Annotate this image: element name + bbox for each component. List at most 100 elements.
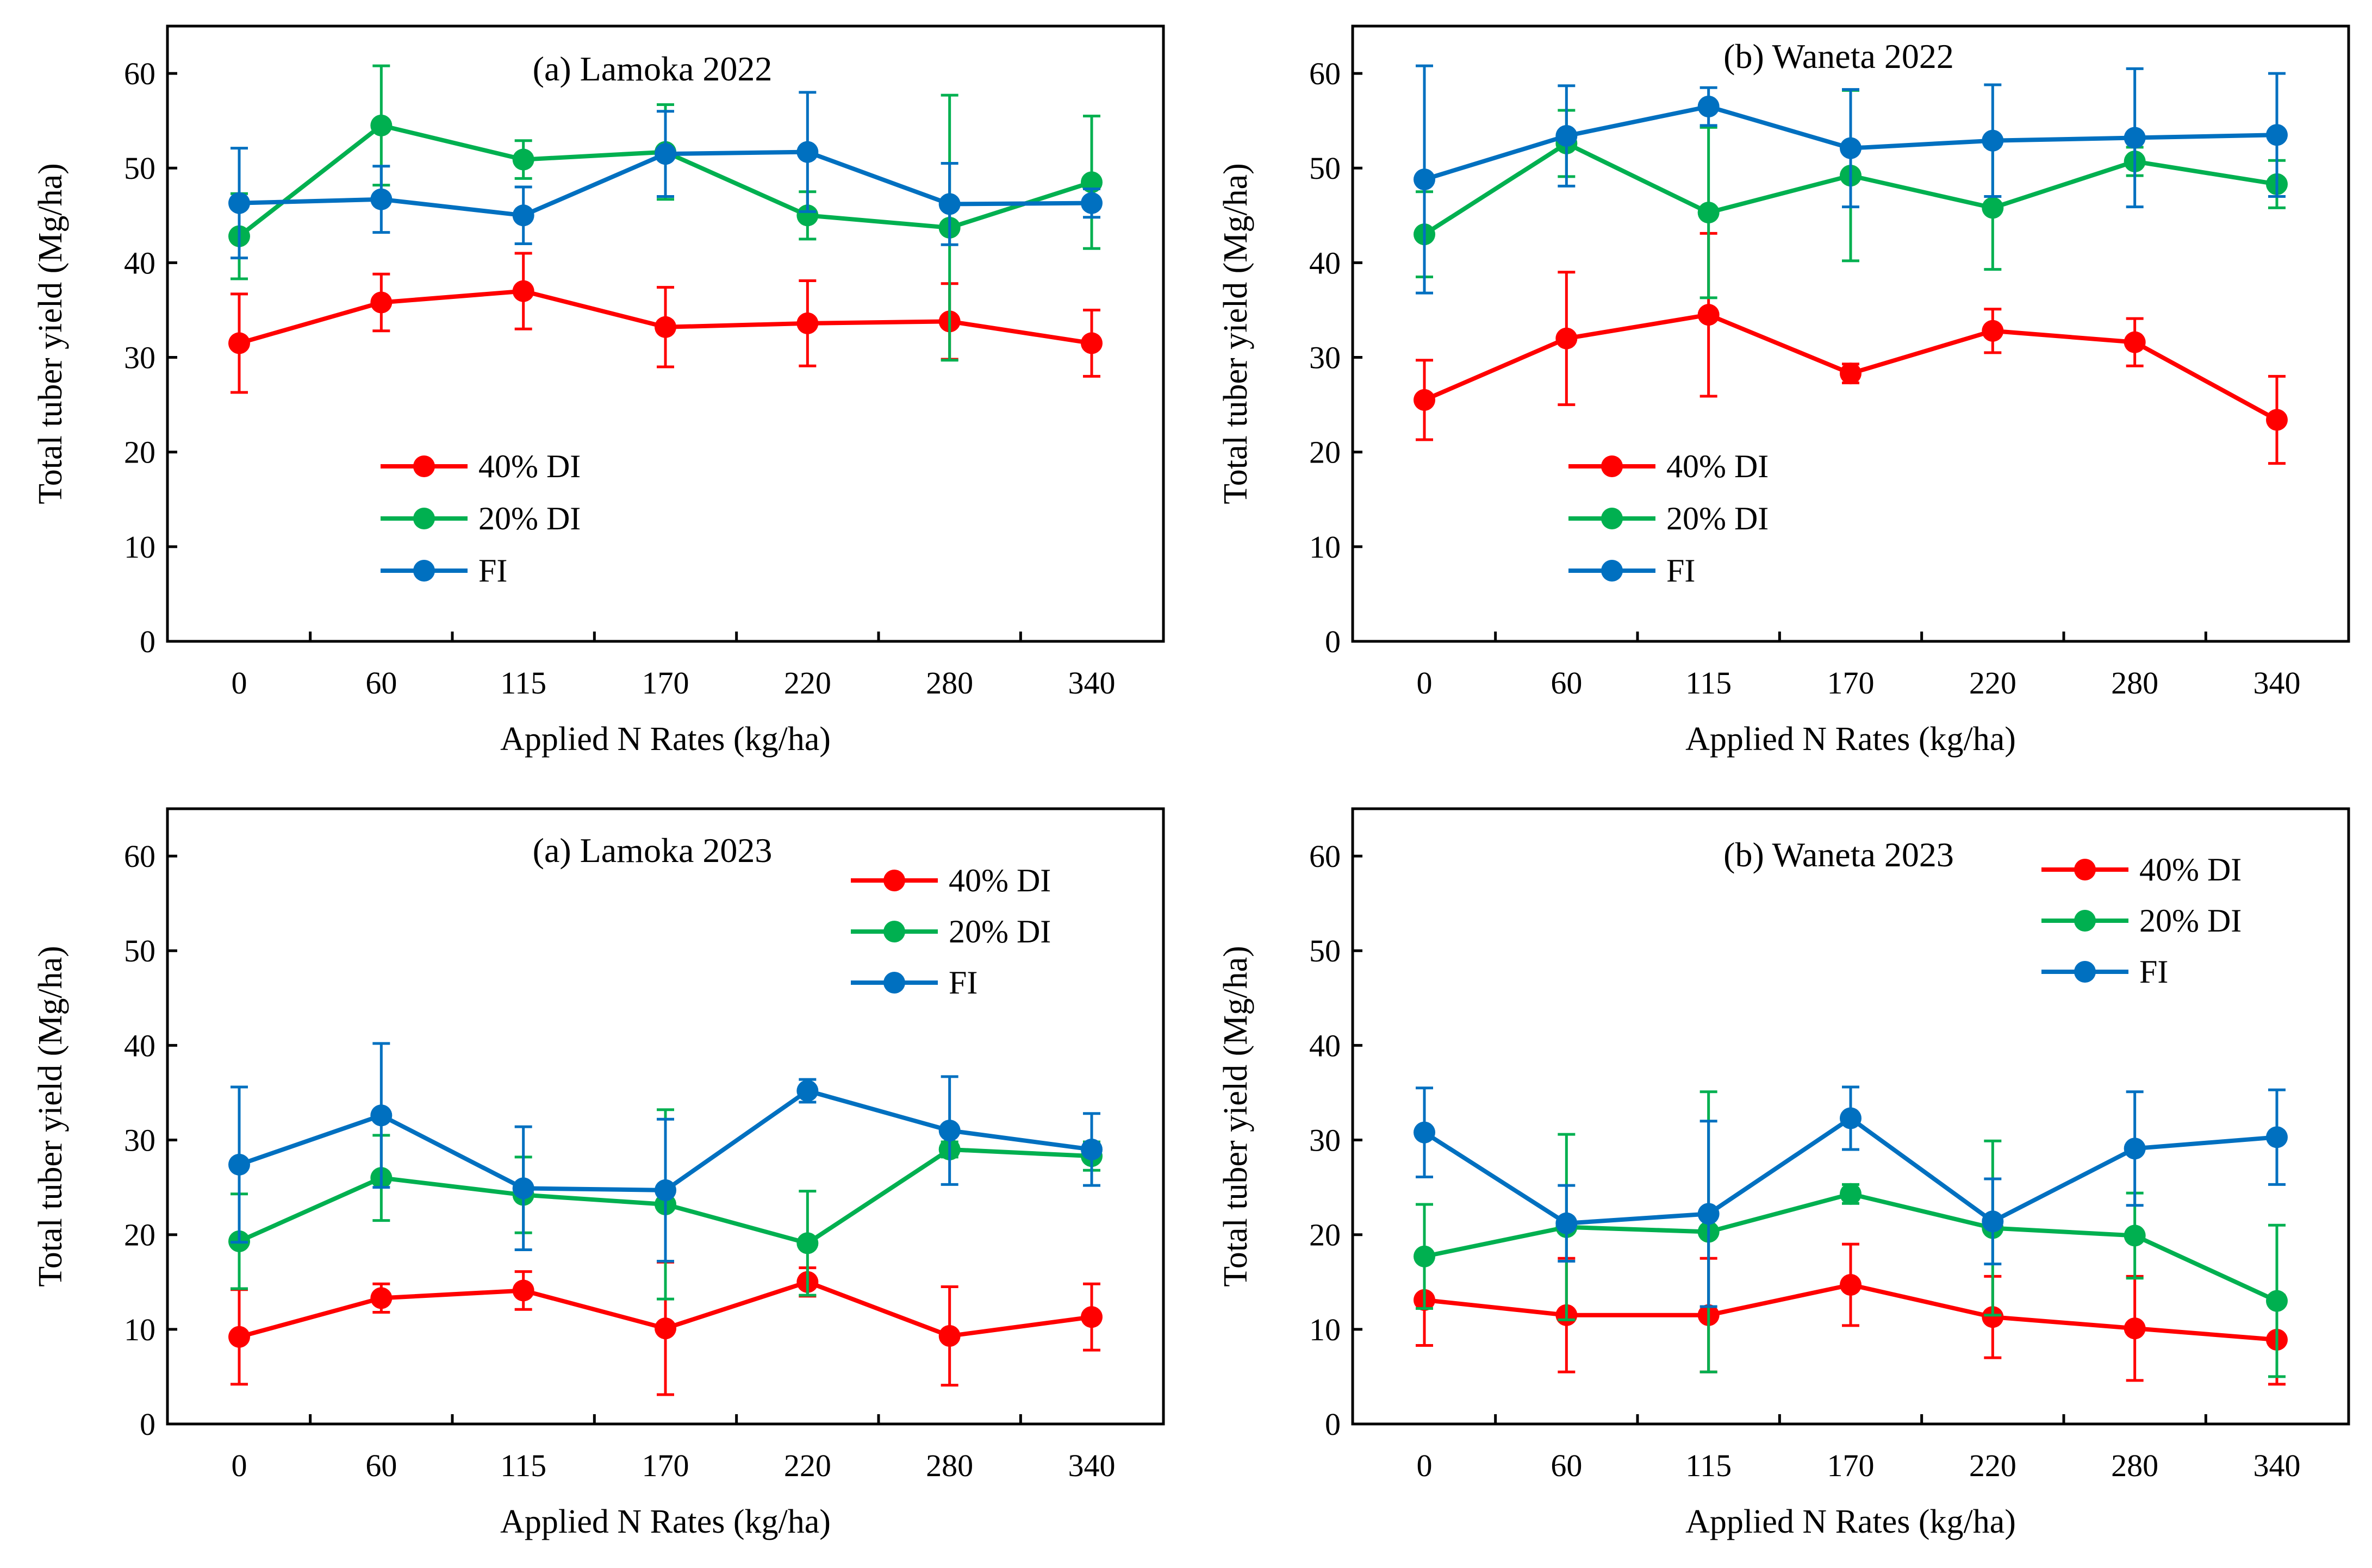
legend: 40% DI 20% DI FI xyxy=(851,863,1051,1001)
data-point xyxy=(2266,409,2288,431)
plot-frame xyxy=(1351,807,2350,1426)
data-point xyxy=(1982,129,2004,152)
data-point xyxy=(1840,1273,1862,1296)
chart-panel-4: 0 10 20 30 40 50 60 0 60 115 170 220 280 340 Applied N… xyxy=(1217,807,2350,1540)
data-point xyxy=(1414,389,1435,411)
legend-marker xyxy=(883,972,905,994)
legend-marker xyxy=(1601,560,1623,582)
x-tick-label: 170 xyxy=(1827,1448,1875,1483)
x-tick-label: 220 xyxy=(784,1448,831,1483)
data-point xyxy=(2124,1225,2146,1247)
plot-frame xyxy=(166,807,1165,1426)
legend-marker xyxy=(413,508,435,529)
data-point xyxy=(512,1279,534,1302)
y-tick-label: 30 xyxy=(1309,340,1341,376)
data-point xyxy=(1982,1210,2004,1233)
y-tick-label: 60 xyxy=(124,839,155,874)
chart-title: (a) Lamoka 2022 xyxy=(533,49,773,88)
legend-marker xyxy=(2074,859,2096,880)
plot-frame xyxy=(166,24,1165,643)
x-tick-label: 170 xyxy=(642,1448,689,1483)
x-tick-label: 220 xyxy=(1969,1448,2016,1483)
legend-marker xyxy=(413,455,435,477)
data-point xyxy=(228,332,250,354)
series-40-di xyxy=(228,1260,1103,1396)
data-point xyxy=(655,1317,676,1340)
data-point xyxy=(1555,125,1578,147)
y-tick-label: 30 xyxy=(1309,1123,1341,1158)
legend-marker xyxy=(883,921,905,942)
y-axis-label: Total tuber yield (Mg/ha) xyxy=(32,946,69,1287)
x-tick-label: 340 xyxy=(2253,1448,2301,1483)
y-tick-label: 0 xyxy=(140,1407,155,1442)
data-point xyxy=(370,1104,393,1127)
data-point xyxy=(1840,363,1862,385)
x-tick-label: 60 xyxy=(1551,665,1582,701)
data-point xyxy=(1697,96,1720,118)
x-axis-label: Applied N Rates (kg/ha) xyxy=(1685,1503,2016,1540)
data-point xyxy=(1982,320,2004,342)
y-tick-label: 50 xyxy=(124,151,155,186)
legend-marker xyxy=(2074,961,2096,983)
legend-label: 20% DI xyxy=(2139,903,2242,939)
y-tick-label: 40 xyxy=(124,1028,155,1063)
y-tick-label: 50 xyxy=(124,933,155,969)
data-point xyxy=(938,193,961,215)
legend-label: FI xyxy=(1666,553,1695,589)
data-point xyxy=(796,312,819,334)
x-tick-label: 280 xyxy=(2111,665,2158,701)
y-tick-label: 0 xyxy=(140,624,155,659)
data-point xyxy=(512,148,534,171)
data-point xyxy=(370,291,393,314)
y-tick-label: 10 xyxy=(124,529,155,565)
legend: 40% DI 20% DI FI xyxy=(1568,448,1769,589)
x-tick-label: 60 xyxy=(1551,1448,1582,1483)
series-fi xyxy=(228,91,1103,260)
legend-label: 20% DI xyxy=(949,914,1051,949)
x-tick-label: 280 xyxy=(2111,1448,2158,1483)
legend-label: FI xyxy=(478,553,507,589)
data-point xyxy=(796,1079,819,1102)
data-point xyxy=(1840,1183,1862,1205)
x-tick-label: 60 xyxy=(365,1448,397,1483)
data-point xyxy=(370,188,393,210)
data-point xyxy=(512,280,534,302)
chart-title: (b) Waneta 2023 xyxy=(1723,835,1954,874)
data-point xyxy=(2124,127,2146,149)
data-point xyxy=(1697,1203,1720,1225)
chart-panel-1: 0 10 20 30 40 50 60 0 60 115 170 220 280 340 Applied N… xyxy=(32,24,1165,758)
x-tick-label: 115 xyxy=(500,665,546,701)
x-tick-label: 0 xyxy=(1417,665,1433,701)
x-axis-label: Applied N Rates (kg/ha) xyxy=(500,1503,831,1540)
y-tick-label: 10 xyxy=(124,1312,155,1347)
legend: 40% DI 20% DI FI xyxy=(2041,852,2242,990)
x-tick-label: 340 xyxy=(2253,665,2301,701)
chart-panel-3: 0 10 20 30 40 50 60 0 60 115 170 220 280 340 Applied N… xyxy=(32,807,1165,1540)
y-tick-label: 0 xyxy=(1325,624,1341,659)
y-tick-label: 20 xyxy=(1309,435,1341,470)
series-fi xyxy=(228,1042,1103,1263)
data-point xyxy=(512,1177,534,1200)
data-point xyxy=(655,316,676,338)
data-point xyxy=(938,1325,961,1347)
series-fi xyxy=(1414,64,2288,295)
data-point xyxy=(228,192,250,214)
chart-title: (a) Lamoka 2023 xyxy=(533,831,773,870)
data-point xyxy=(796,204,819,227)
x-tick-label: 0 xyxy=(232,665,247,701)
data-point xyxy=(1982,1306,2004,1328)
chart-title: (b) Waneta 2022 xyxy=(1723,37,1954,76)
data-point xyxy=(2266,124,2288,146)
y-tick-label: 50 xyxy=(1309,151,1341,186)
x-axis-label: Applied N Rates (kg/ha) xyxy=(500,721,831,758)
data-point xyxy=(655,1179,676,1201)
y-tick-label: 30 xyxy=(124,1123,155,1158)
legend-label: 40% DI xyxy=(949,863,1051,898)
data-point xyxy=(228,1153,250,1176)
x-tick-label: 340 xyxy=(1068,665,1116,701)
y-tick-label: 30 xyxy=(124,340,155,376)
series-fi xyxy=(1414,1085,2288,1308)
y-tick-label: 60 xyxy=(124,56,155,91)
data-point xyxy=(1697,304,1720,326)
data-point xyxy=(1414,1245,1435,1267)
